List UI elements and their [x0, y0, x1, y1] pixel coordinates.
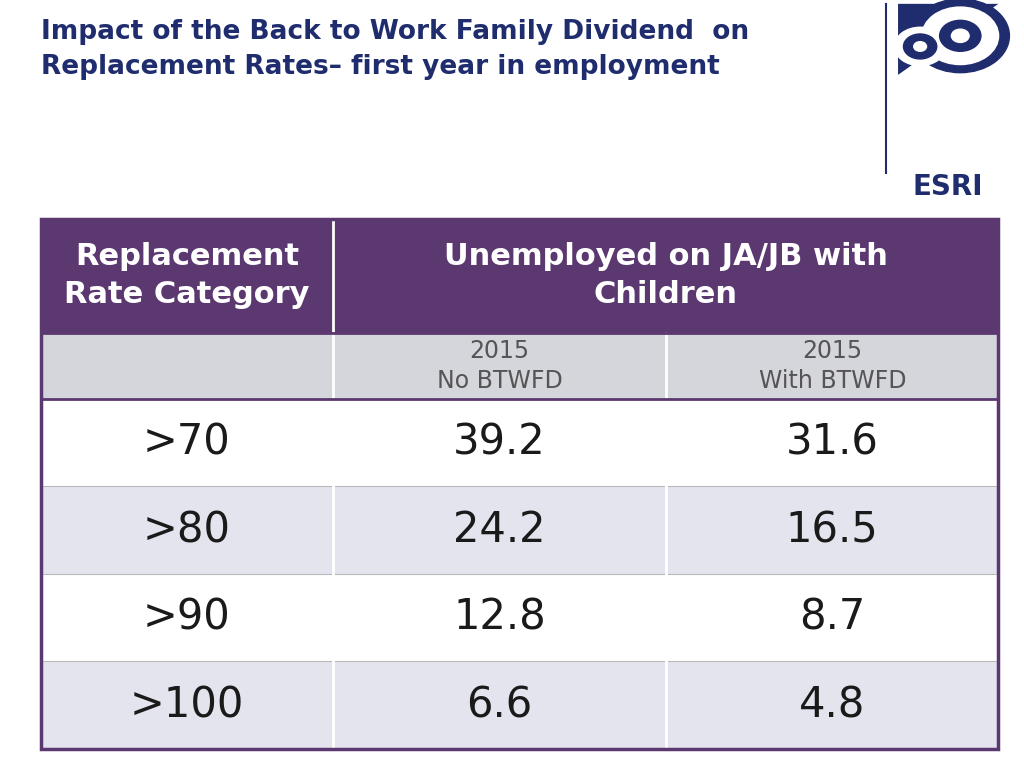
- Text: 2015
With BTWFD: 2015 With BTWFD: [759, 339, 906, 393]
- FancyBboxPatch shape: [667, 661, 998, 749]
- Text: 24.2: 24.2: [454, 509, 546, 551]
- FancyBboxPatch shape: [333, 574, 667, 661]
- FancyBboxPatch shape: [333, 333, 667, 399]
- Text: 16.5: 16.5: [785, 509, 879, 551]
- FancyBboxPatch shape: [41, 574, 333, 661]
- Text: 8.7: 8.7: [799, 597, 865, 639]
- FancyBboxPatch shape: [41, 399, 333, 486]
- Text: 6.6: 6.6: [467, 684, 532, 726]
- FancyBboxPatch shape: [41, 333, 333, 399]
- Text: ESRI: ESRI: [913, 173, 983, 200]
- FancyBboxPatch shape: [333, 661, 667, 749]
- Text: >80: >80: [143, 509, 231, 551]
- FancyBboxPatch shape: [667, 399, 998, 486]
- Text: 39.2: 39.2: [454, 422, 546, 464]
- Polygon shape: [898, 4, 998, 75]
- FancyBboxPatch shape: [667, 333, 998, 399]
- FancyBboxPatch shape: [667, 574, 998, 661]
- FancyBboxPatch shape: [667, 486, 998, 574]
- Text: >90: >90: [143, 597, 230, 639]
- Text: Replacement
Rate Category: Replacement Rate Category: [65, 242, 309, 310]
- Circle shape: [940, 20, 981, 51]
- Circle shape: [895, 27, 946, 66]
- Text: 2015
No BTWFD: 2015 No BTWFD: [436, 339, 562, 393]
- FancyBboxPatch shape: [333, 399, 667, 486]
- Text: 4.8: 4.8: [799, 684, 865, 726]
- FancyBboxPatch shape: [41, 219, 333, 333]
- Text: Unemployed on JA/JB with
Children: Unemployed on JA/JB with Children: [443, 242, 888, 310]
- Text: 12.8: 12.8: [454, 597, 546, 639]
- Text: >70: >70: [143, 422, 230, 464]
- Circle shape: [903, 34, 937, 59]
- Circle shape: [922, 7, 998, 65]
- Text: 31.6: 31.6: [785, 422, 879, 464]
- Circle shape: [913, 41, 927, 51]
- FancyBboxPatch shape: [41, 486, 333, 574]
- FancyBboxPatch shape: [333, 486, 667, 574]
- FancyBboxPatch shape: [333, 219, 998, 333]
- FancyBboxPatch shape: [41, 661, 333, 749]
- Text: Impact of the Back to Work Family Dividend  on
Replacement Rates– first year in : Impact of the Back to Work Family Divide…: [41, 19, 750, 80]
- Circle shape: [951, 29, 969, 42]
- Circle shape: [911, 0, 1010, 73]
- Text: >100: >100: [130, 684, 244, 726]
